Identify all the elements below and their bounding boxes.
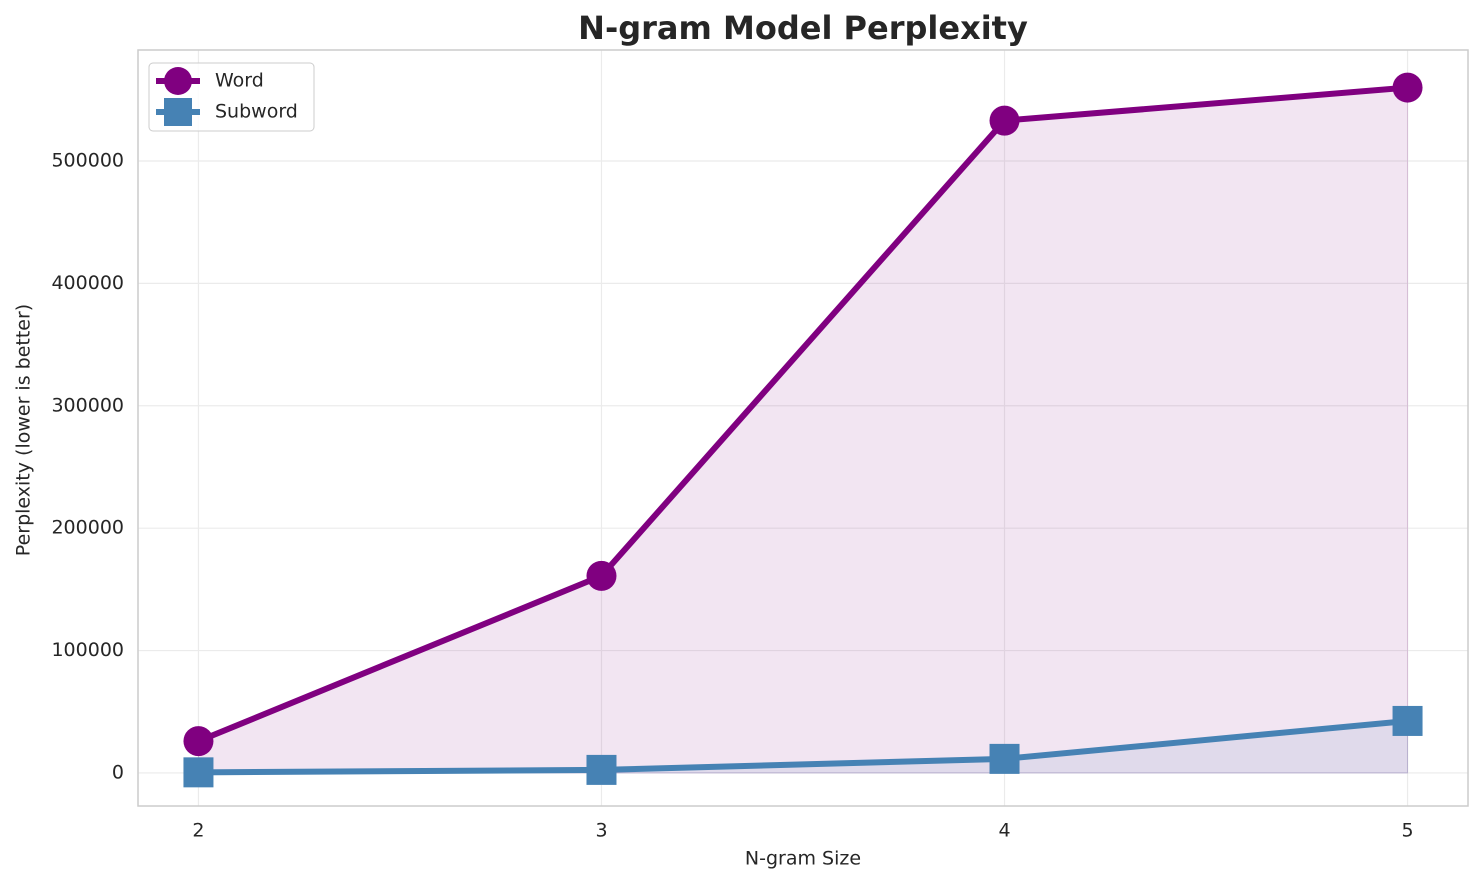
marker (989, 105, 1020, 136)
x-tick-label: 4 (998, 820, 1010, 842)
marker (1392, 72, 1423, 103)
y-tick-label: 400000 (51, 272, 124, 294)
x-tick-label: 3 (595, 820, 607, 842)
marker (1392, 705, 1423, 736)
y-tick-label: 200000 (51, 517, 124, 539)
marker (183, 757, 214, 788)
marker (586, 754, 617, 785)
marker (586, 560, 617, 591)
legend-marker (164, 67, 192, 95)
chart-title: N-gram Model Perplexity (578, 9, 1028, 47)
line (198, 717, 1408, 776)
legend: Word Subword (148, 62, 315, 132)
y-tick-label: 0 (112, 761, 124, 783)
y-tick-label: 500000 (51, 150, 124, 172)
marker (183, 726, 214, 757)
x-tick-label: 2 (192, 820, 204, 842)
legend-marker (164, 98, 192, 126)
x-axis-label: N-gram Size (745, 848, 861, 870)
marker (989, 743, 1020, 774)
line (197, 84, 1408, 744)
legend-label: Word (215, 70, 264, 92)
y-tick-label: 300000 (51, 394, 124, 416)
legend-label: Subword (215, 101, 298, 123)
plot-frame (137, 49, 1469, 807)
y-axis-label: Perplexity (lower is better) (13, 304, 35, 556)
x-tick-label: 5 (1401, 820, 1413, 842)
y-tick-label: 100000 (51, 639, 124, 661)
